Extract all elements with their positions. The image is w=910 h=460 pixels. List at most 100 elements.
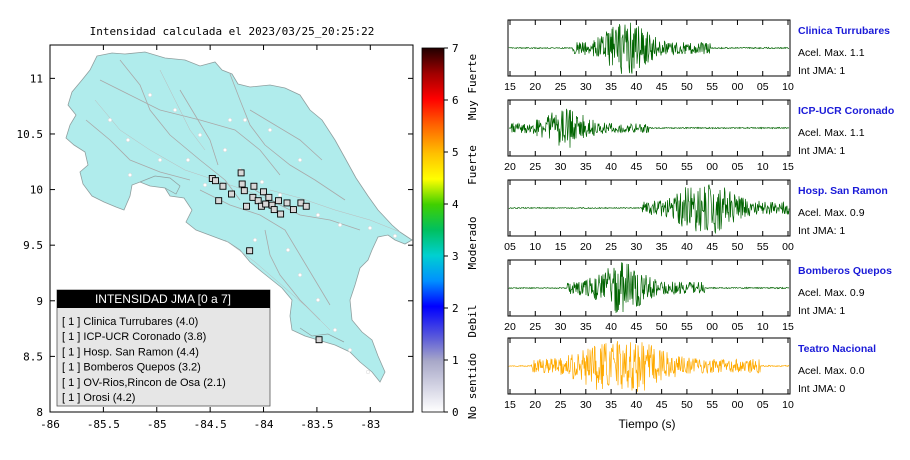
seismogram-panel: 15 20 25 30 35 40 45 50 55 00 05 10 Clinica Turrubar… [504,19,894,411]
legend-row: [ 1 ] ICP-UCR Coronado (3.8) [62,331,206,343]
town-dot [157,157,162,162]
map-x-tick-label: -86 [40,418,60,431]
trace-acel-max: Acel. Max. 1.1 [798,127,865,139]
town-dot [185,157,190,162]
town-dot [298,157,303,162]
colorbar-gradient [421,47,445,413]
trace-waveform [508,341,790,392]
trace-station-name: Bomberos Quepos [798,265,892,277]
map-y-tick-label: 8.5 [23,350,43,363]
station-point [277,210,285,218]
legend-row: [ 1 ] Hosp. San Ramon (4.4) [62,346,199,358]
trace-tick-label: 25 [529,321,541,333]
trace-acel-max: Acel. Max. 0.9 [798,287,865,299]
trace-waveform [508,108,790,148]
legend-box [56,289,271,407]
town-dot [333,328,338,333]
trace-tick-label: 20 [529,81,541,93]
colorbar-tick-label: 3 [452,250,459,263]
colorbar-category-label: Debil [466,304,479,337]
trace-tick-label: 50 [656,321,668,333]
station-point [315,336,323,344]
colorbar-tick-label: 7 [452,42,459,55]
station-point [270,206,278,214]
legend-header-bg [57,290,270,308]
trace-int-jma: Int JMA: 1 [798,145,845,157]
trace-tick-label: 30 [555,321,567,333]
station-point [237,169,245,177]
trace-tick-label: 35 [605,399,617,411]
trace-waveform [508,184,790,235]
seismogram-trace: 15 20 25 30 35 40 45 50 55 00 05 10 Clinica Turrubar… [504,19,890,93]
trace-tick-label: 35 [656,241,668,253]
trace-tick-label: 00 [706,321,718,333]
trace-tick-label: 10 [757,321,769,333]
trace-station-name: Clinica Turrubares [798,25,890,37]
town-dot [348,348,353,353]
legend-header: INTENSIDAD JMA [0 a 7] [95,292,231,306]
legend-row: [ 1 ] Clinica Turrubares (4.0) [62,316,198,328]
trace-tick-label: 10 [529,241,541,253]
map-frame [49,44,414,413]
station-markers [208,169,323,344]
map-y-tick-label: 10 [30,184,43,197]
map-y-tick-label: 10.5 [17,128,44,141]
town-dot [227,117,232,122]
trace-tick-label: 20 [504,321,516,333]
trace-tick-label: 20 [529,399,541,411]
gulf-of-nicoya-coast [139,175,181,195]
map-y-tick-label: 9 [36,295,43,308]
map-x-tick-label: -83 [360,418,380,431]
traces-x-label: Tiempo (s) [619,417,676,431]
trace-tick-label: 30 [631,241,643,253]
town-dot [172,107,177,112]
trace-tick-label: 30 [580,399,592,411]
map-x-axis: -86 -85.5 -85 -84.5 -84 -83.5 -83 [40,45,380,431]
map-x-tick-label: -83.5 [300,418,333,431]
town-dot [366,370,371,375]
trace-station-name: Teatro Nacional [798,343,876,355]
trace-tick-label: 10 [757,161,769,173]
town-dot [316,298,321,303]
legend-row: [ 1 ] OV-Rios,Rincon de Osa (2.1) [62,377,226,389]
station-point [242,202,250,210]
trace-int-jma: Int JMA: 0 [798,383,845,395]
trace-waveform [508,262,790,314]
trace-station-name: ICP-UCR Coronado [798,105,894,117]
trace-tick-label: 35 [580,321,592,333]
town-dot [242,117,247,122]
trace-tick-label: 00 [732,399,744,411]
trace-tick-label: 00 [706,161,718,173]
trace-tick-label: 00 [732,81,744,93]
town-dot [147,92,152,97]
map-x-tick-label: -85 [147,418,167,431]
trace-tick-label: 50 [732,241,744,253]
colorbar-category-label: Muy Fuerte [466,54,479,120]
trace-tick-label: 45 [706,241,718,253]
trace-tick-label: 40 [605,161,617,173]
trace-tick-label: 05 [504,241,516,253]
seismogram-trace: 20 25 30 35 40 45 50 55 00 05 10 15 Bomberos Quepos A… [504,259,892,333]
trace-tick-label: 25 [555,81,567,93]
trace-tick-label: 50 [681,81,693,93]
colorbar-tick-label: 1 [452,354,459,367]
town-dot [260,179,265,184]
station-point [219,182,227,190]
trace-tick-label: 10 [782,399,794,411]
trace-tick-label: 05 [757,399,769,411]
town-dot [278,192,283,197]
trace-acel-max: Acel. Max. 0.9 [798,207,865,219]
trace-tick-label: 15 [504,399,516,411]
trace-int-jma: Int JMA: 1 [798,225,845,237]
trace-int-jma: Int JMA: 1 [798,65,845,77]
trace-tick-label: 25 [529,161,541,173]
station-point [250,182,258,190]
town-dot [107,117,112,122]
colorbar-category-label: No sentido [466,353,479,419]
trace-tick-label: 35 [580,161,592,173]
station-point [212,177,219,185]
trace-tick-label: 05 [757,81,769,93]
trace-tick-label: 40 [681,241,693,253]
town-dot [252,237,257,242]
